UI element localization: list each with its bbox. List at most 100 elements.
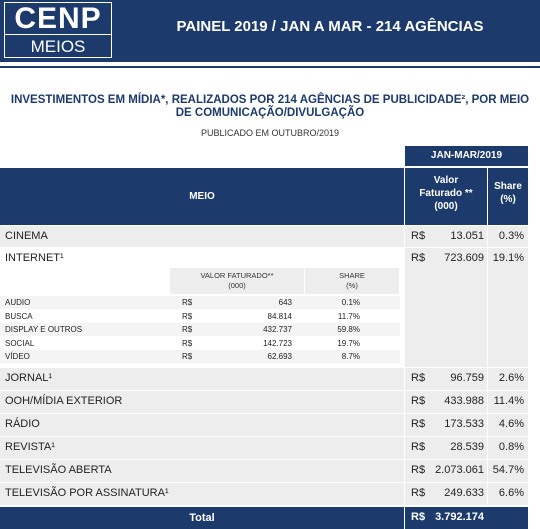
header-rule — [0, 66, 540, 68]
row-bg — [488, 483, 528, 505]
header-cell: Share (%) — [488, 168, 528, 225]
sub-row-label: DISPLAY E OUTROS — [5, 325, 83, 334]
logo-top: CENP — [14, 2, 102, 35]
share: 2.6% — [498, 372, 524, 384]
row-bg — [405, 368, 487, 390]
row-bg — [488, 437, 528, 459]
period-cell: JAN-MAR/2019 — [405, 146, 528, 166]
sub-row-bg — [0, 323, 400, 336]
header-cell: MEIO — [0, 168, 404, 225]
logo-box — [4, 2, 112, 58]
sub-row-label: SOCIAL — [5, 338, 35, 348]
value: 28.539 — [450, 441, 484, 453]
row-bg — [0, 460, 404, 482]
sub-share: 8.7% — [341, 352, 360, 361]
row-label: RÁDIO — [5, 418, 40, 430]
value: 173.533 — [444, 418, 484, 430]
row-bg — [0, 226, 404, 247]
row-bg — [0, 391, 404, 413]
share: 11.4% — [493, 395, 524, 407]
share: 4.6% — [498, 418, 524, 430]
sub-value: 62.693 — [267, 352, 292, 361]
row-bg — [405, 391, 487, 413]
row-bg — [0, 437, 404, 459]
currency: R$ — [411, 418, 426, 430]
currency: R$ — [411, 252, 426, 264]
share: 0.3% — [498, 230, 524, 242]
total-currency: R$ — [411, 511, 426, 523]
row-bg — [405, 248, 487, 367]
row-label: JORNAL¹ — [5, 372, 53, 384]
currency: R$ — [411, 464, 426, 476]
total-value: 3.792.174 — [435, 511, 484, 523]
row-bg — [405, 414, 487, 436]
share: 19.1% — [492, 252, 524, 264]
row-label: TELEVISÃO POR ASSINATURA¹ — [5, 487, 169, 499]
row-bg — [405, 226, 487, 247]
row-label: TELEVISÃO ABERTA — [5, 464, 112, 476]
sub-row-bg — [0, 309, 400, 323]
value: 249.633 — [444, 487, 484, 499]
row-bg — [0, 368, 404, 390]
row-label: OOH/MÍDIA EXTERIOR — [5, 395, 123, 407]
sub-value: 84.814 — [267, 311, 292, 321]
sub-header: SHARE (%) — [305, 268, 399, 294]
value: 96.759 — [450, 372, 484, 384]
row-bg — [405, 460, 487, 482]
sub-header: VALOR FATURADO** (000) — [170, 268, 304, 294]
total-cell — [405, 507, 528, 529]
sub-row-bg — [0, 350, 400, 363]
currency: R$ — [411, 395, 426, 407]
row-bg — [488, 414, 528, 436]
header-cell: Valor Faturado ** (000) — [405, 168, 487, 225]
row-bg — [0, 414, 404, 436]
sub-row-label: VÍDEO — [5, 352, 30, 361]
header-bar — [0, 0, 540, 62]
sub-currency: R$ — [182, 338, 193, 348]
value: 433.988 — [444, 395, 484, 407]
row-bg — [0, 483, 404, 505]
share: 6.6% — [498, 487, 524, 499]
heading: INVESTIMENTOS EM MÍDIA*, REALIZADOS POR … — [10, 94, 530, 119]
sub-value: 142.723 — [263, 338, 292, 348]
sub-currency: R$ — [182, 311, 193, 321]
row-label: REVISTA¹ — [5, 441, 55, 453]
total-cell: Total — [0, 507, 404, 529]
row-bg — [488, 226, 528, 247]
value: 13.051 — [450, 230, 484, 242]
subheading: PUBLICADO EM OUTUBRO/2019 — [200, 128, 340, 138]
sub-value: 432.737 — [263, 325, 292, 334]
row-bg — [488, 368, 528, 390]
row-bg — [488, 460, 528, 482]
currency: R$ — [411, 441, 426, 453]
sub-row-label: BUSCA — [5, 311, 33, 321]
sub-share: 0.1% — [341, 298, 360, 307]
header-title: PAINEL 2019 / JAN A MAR - 214 AGÊNCIAS — [176, 18, 484, 35]
currency: R$ — [411, 372, 426, 384]
sub-share: 19.7% — [337, 338, 360, 348]
row-label: CINEMA — [5, 230, 48, 242]
sub-currency: R$ — [182, 325, 193, 334]
share: 54.7% — [492, 464, 524, 476]
row-bg — [488, 248, 528, 367]
sub-currency: R$ — [182, 298, 193, 307]
logo-rule — [4, 34, 112, 35]
sub-value: 643 — [278, 298, 292, 307]
value: 723.609 — [444, 252, 484, 264]
share: 0.8% — [498, 441, 524, 453]
row-bg — [405, 483, 487, 505]
sub-share: 11.7% — [337, 311, 360, 321]
sub-row-bg — [0, 336, 400, 350]
logo-bottom: MEIOS — [30, 37, 86, 56]
row-label: INTERNET¹ — [5, 252, 64, 264]
value: 2.073.061 — [435, 464, 484, 476]
sub-share: 59.8% — [337, 325, 360, 334]
sub-row-label: AUDIO — [5, 298, 31, 307]
sub-row-bg — [0, 296, 400, 309]
row-bg — [488, 391, 528, 413]
sub-currency: R$ — [182, 352, 193, 361]
currency: R$ — [411, 230, 426, 242]
currency: R$ — [411, 487, 426, 499]
row-bg — [405, 437, 487, 459]
